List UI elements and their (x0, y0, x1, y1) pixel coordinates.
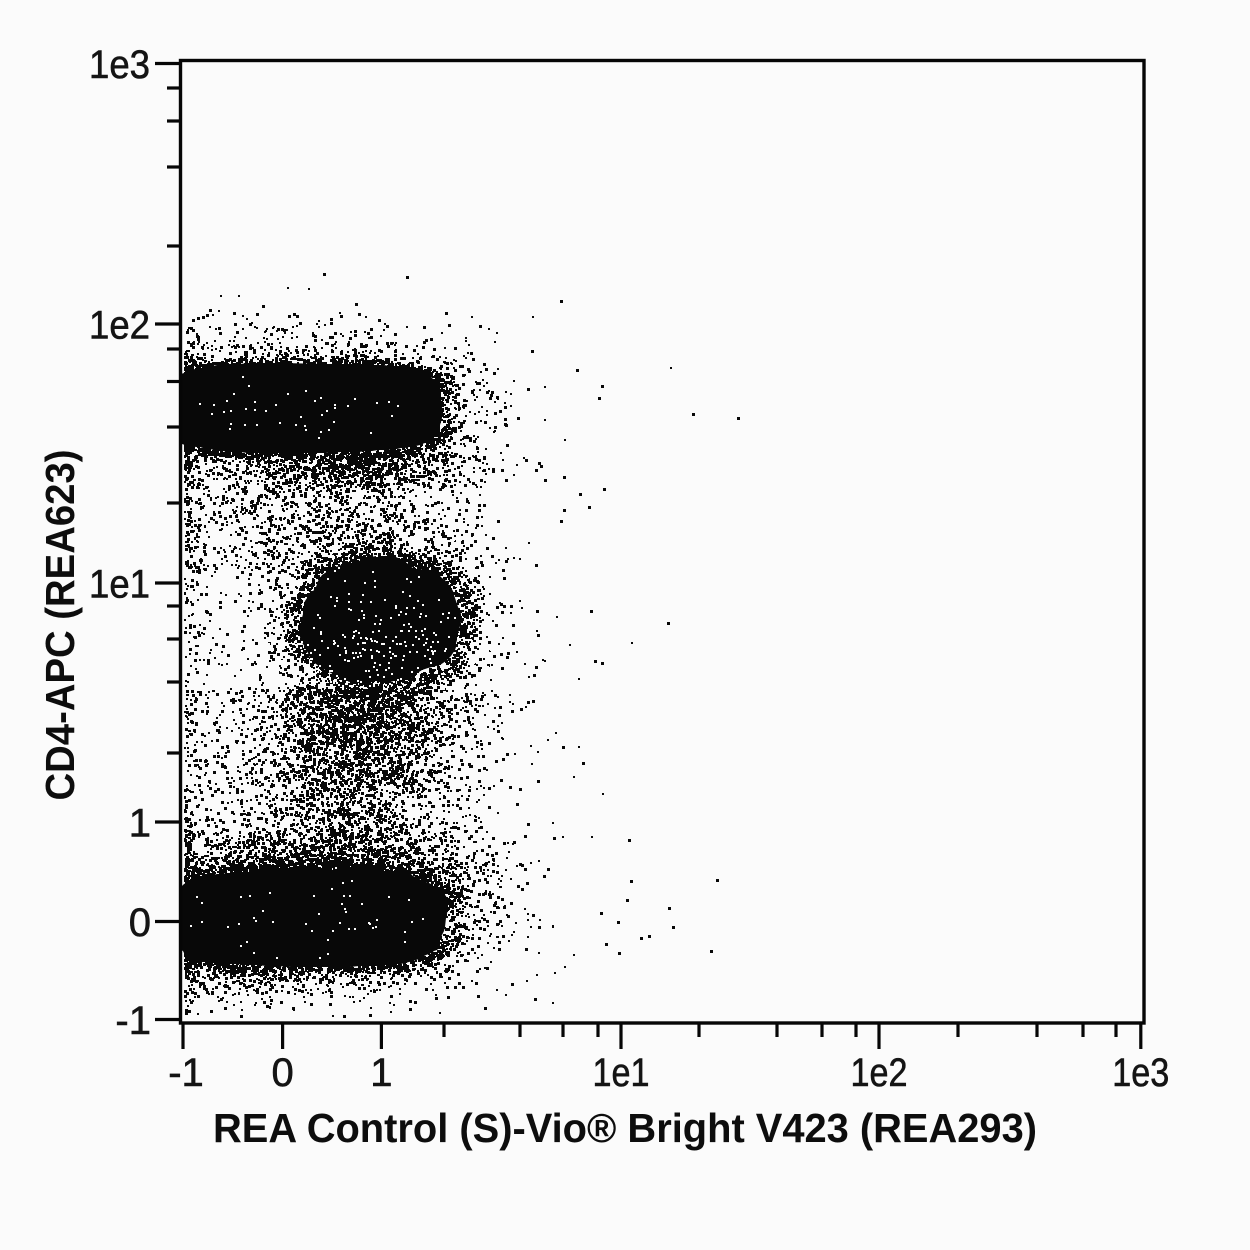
svg-text:0: 0 (129, 901, 151, 945)
svg-text:-1: -1 (115, 999, 151, 1043)
svg-text:0: 0 (271, 1051, 293, 1095)
svg-text:1e3: 1e3 (89, 43, 150, 87)
svg-text:1: 1 (129, 802, 151, 846)
svg-text:1: 1 (370, 1051, 392, 1095)
svg-text:1e2: 1e2 (851, 1051, 908, 1095)
svg-text:CD4-APC (REA623): CD4-APC (REA623) (37, 450, 83, 801)
svg-text:-1: -1 (168, 1051, 204, 1095)
svg-text:1e2: 1e2 (89, 304, 150, 348)
svg-text:REA Control (S)-Vio® Bright V4: REA Control (S)-Vio® Bright V423 (REA293… (213, 1105, 1037, 1151)
svg-text:1e1: 1e1 (593, 1051, 650, 1095)
svg-text:1e1: 1e1 (89, 563, 150, 607)
svg-text:1e3: 1e3 (1112, 1051, 1169, 1095)
